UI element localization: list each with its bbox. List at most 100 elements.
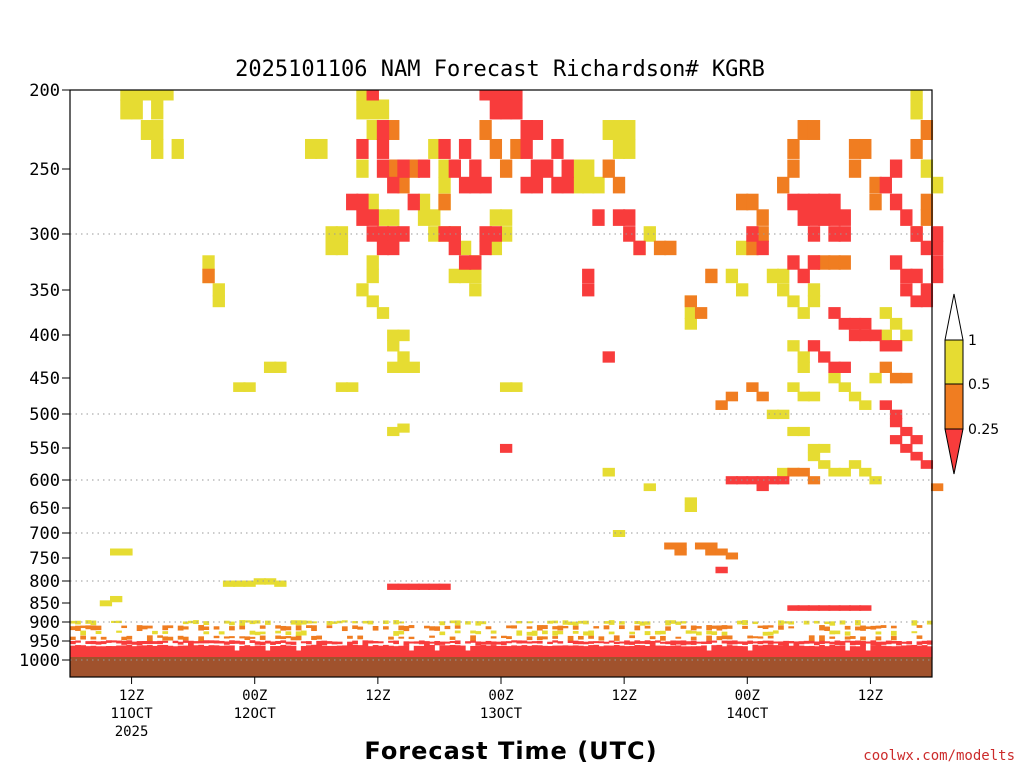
- boundary-layer-cell: [95, 625, 102, 631]
- boundary-layer-cell: [162, 625, 169, 631]
- richardson-cell: [458, 240, 472, 256]
- boundary-layer-cell: [536, 640, 543, 644]
- boundary-layer-cell: [747, 640, 754, 644]
- x-axis: 12Z 11OCT 2025 00Z 12OCT 12Z 00Z 13OCT 12Z 00Z 14O…: [110, 677, 883, 740]
- boundary-layer-cell: [690, 640, 697, 645]
- x-axis-label: Forecast Time (UTC): [364, 737, 657, 765]
- boundary-layer-cell: [798, 645, 805, 660]
- boundary-layer-cell: [229, 645, 235, 658]
- boundary-layer-cell: [844, 636, 851, 640]
- richardson-cell: [859, 138, 872, 159]
- boundary-layer-cell: [803, 646, 810, 656]
- boundary-layer-cell: [70, 645, 76, 653]
- richardson-cell: [499, 99, 513, 120]
- boundary-layer-cell: [300, 630, 307, 636]
- boundary-layer-cell: [485, 626, 492, 630]
- boundary-layer-cell: [121, 640, 128, 645]
- richardson-cell: [387, 209, 400, 226]
- boundary-layer-cell: [470, 645, 476, 656]
- richardson-cell: [879, 329, 892, 342]
- boundary-layer-cell: [634, 625, 641, 631]
- boundary-layer-cell: [311, 625, 317, 632]
- boundary-layer-cell: [829, 644, 836, 652]
- richardson-cell: [499, 382, 513, 392]
- boundary-layer-cell: [834, 645, 841, 657]
- boundary-layer-cell: [737, 646, 743, 659]
- boundary-layer-cell: [388, 640, 394, 643]
- boundary-layer-cell: [675, 640, 682, 645]
- boundary-layer-cell: [567, 640, 574, 643]
- boundary-layer-cell: [706, 640, 712, 644]
- boundary-layer-cell: [639, 621, 646, 626]
- boundary-layer-cell: [649, 644, 656, 655]
- richardson-cell: [859, 605, 872, 611]
- richardson-cell: [212, 283, 225, 297]
- boundary-layer-cell: [619, 625, 625, 630]
- boundary-layer-cell: [557, 625, 564, 631]
- boundary-layer-cell: [680, 646, 687, 656]
- boundary-layer-cell: [542, 630, 548, 635]
- boundary-layer-cell: [182, 640, 189, 643]
- boundary-layer-cell: [926, 640, 933, 645]
- boundary-layer-cell: [475, 631, 482, 635]
- boundary-layer-cell: [767, 640, 774, 645]
- richardson-cell: [407, 159, 420, 178]
- boundary-layer-cell: [203, 645, 210, 657]
- richardson-cell: [120, 90, 133, 101]
- boundary-layer-cell: [188, 640, 194, 646]
- boundary-layer-cell: [665, 641, 671, 645]
- boundary-layer-cell: [870, 625, 877, 630]
- boundary-layer-cell: [316, 644, 323, 657]
- boundary-layer-cell: [341, 645, 348, 656]
- richardson-cell: [602, 159, 615, 178]
- boundary-layer-cell: [223, 645, 230, 655]
- boundary-layer-cell: [767, 631, 774, 636]
- boundary-layer-cell: [449, 640, 456, 643]
- richardson-cell: [438, 138, 451, 159]
- boundary-layer-cell: [100, 646, 107, 652]
- boundary-layer-cell: [588, 645, 594, 656]
- richardson-cell: [715, 400, 728, 410]
- richardson-cell: [489, 209, 503, 226]
- richardson-cell: [889, 317, 903, 330]
- boundary-layer-cell: [726, 635, 733, 640]
- boundary-layer-cell: [198, 640, 205, 644]
- boundary-layer-cell: [352, 644, 358, 658]
- richardson-cell: [202, 255, 215, 270]
- boundary-layer-cell: [372, 625, 379, 631]
- boundary-layer-cell: [690, 636, 697, 641]
- richardson-cell: [818, 605, 831, 611]
- boundary-layer-cell: [177, 645, 184, 653]
- boundary-layer-cell: [131, 646, 138, 658]
- richardson-cell: [725, 391, 739, 402]
- boundary-layer-cell: [100, 641, 107, 645]
- boundary-layer-cell: [680, 621, 687, 624]
- boundary-layer-cell: [239, 620, 246, 626]
- richardson-cell: [304, 138, 318, 159]
- richardson-cell: [346, 382, 359, 392]
- boundary-layer-cell: [690, 625, 697, 631]
- richardson-cell: [130, 90, 143, 101]
- boundary-layer-cell: [583, 631, 589, 636]
- boundary-layer-cell: [716, 636, 723, 641]
- boundary-layer-cell: [162, 631, 169, 634]
- boundary-layer-cell: [690, 631, 697, 634]
- richardson-cell: [263, 361, 277, 373]
- boundary-layer-cell: [721, 646, 728, 659]
- boundary-layer-cell: [644, 640, 651, 645]
- richardson-cell: [469, 255, 482, 270]
- boundary-layer-cell: [890, 630, 897, 636]
- boundary-layer-cell: [531, 645, 538, 660]
- boundary-layer-cell: [860, 641, 866, 646]
- richardson-cell: [438, 176, 451, 194]
- boundary-layer-cell: [429, 635, 435, 638]
- richardson-cell: [366, 193, 379, 211]
- richardson-cell: [828, 209, 841, 226]
- richardson-cell: [787, 193, 800, 211]
- boundary-layer-cell: [726, 625, 733, 629]
- boundary-layer-cell: [393, 646, 399, 659]
- boundary-layer-cell: [188, 620, 194, 624]
- richardson-cell: [900, 209, 913, 226]
- boundary-layer-cell: [926, 646, 933, 660]
